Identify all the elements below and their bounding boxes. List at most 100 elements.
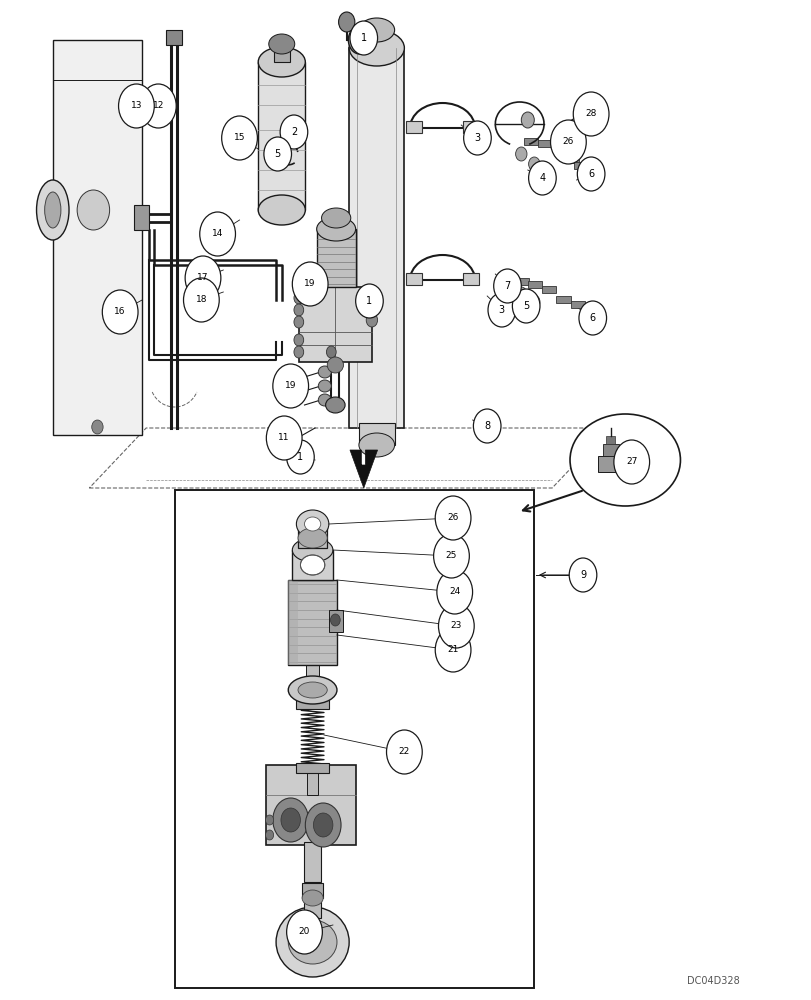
Ellipse shape — [313, 813, 333, 837]
Circle shape — [435, 496, 470, 540]
Bar — [288, 580, 337, 665]
Ellipse shape — [278, 434, 298, 454]
Ellipse shape — [288, 920, 337, 964]
Circle shape — [573, 92, 608, 136]
Text: 19: 19 — [304, 279, 315, 288]
Circle shape — [183, 278, 219, 322]
Text: 16: 16 — [114, 308, 126, 316]
Bar — [570, 301, 585, 308]
Circle shape — [487, 293, 515, 327]
Ellipse shape — [298, 528, 327, 548]
Circle shape — [286, 440, 314, 474]
Bar — [225, 141, 240, 148]
Bar — [273, 44, 290, 62]
Text: 14: 14 — [212, 230, 223, 238]
Bar — [556, 296, 570, 303]
Circle shape — [577, 157, 604, 191]
Bar — [573, 162, 588, 169]
Circle shape — [118, 84, 154, 128]
Ellipse shape — [358, 18, 394, 42]
Ellipse shape — [268, 34, 294, 54]
Circle shape — [92, 420, 103, 434]
Circle shape — [264, 137, 291, 171]
Circle shape — [435, 628, 470, 672]
Text: 9: 9 — [579, 570, 586, 580]
Text: 1: 1 — [360, 33, 367, 43]
Bar — [304, 842, 320, 882]
Circle shape — [355, 284, 383, 318]
Text: 7: 7 — [504, 281, 510, 291]
Circle shape — [436, 570, 472, 614]
Text: 5: 5 — [522, 301, 529, 311]
Text: 13: 13 — [131, 102, 142, 110]
Ellipse shape — [296, 510, 328, 538]
Circle shape — [185, 256, 221, 300]
Circle shape — [386, 730, 422, 774]
Circle shape — [294, 346, 303, 358]
Text: 24: 24 — [448, 587, 460, 596]
Bar — [523, 138, 538, 145]
Ellipse shape — [348, 26, 371, 54]
Bar — [541, 286, 556, 293]
Text: 19: 19 — [285, 381, 296, 390]
Ellipse shape — [232, 134, 251, 150]
Ellipse shape — [338, 12, 354, 32]
Ellipse shape — [318, 380, 331, 392]
Text: DC04D328: DC04D328 — [686, 976, 738, 986]
Circle shape — [266, 416, 302, 460]
Circle shape — [438, 604, 474, 648]
Circle shape — [350, 21, 377, 55]
Circle shape — [102, 290, 138, 334]
Bar — [328, 610, 343, 632]
Text: 1: 1 — [297, 452, 303, 462]
Ellipse shape — [349, 30, 404, 66]
Text: 8: 8 — [483, 421, 490, 431]
Circle shape — [528, 295, 539, 309]
Circle shape — [292, 262, 328, 306]
Circle shape — [366, 313, 377, 327]
Circle shape — [515, 287, 526, 301]
Circle shape — [463, 121, 491, 155]
Circle shape — [528, 161, 556, 195]
Ellipse shape — [258, 195, 305, 225]
Ellipse shape — [321, 208, 350, 228]
Text: 23: 23 — [450, 621, 461, 631]
Circle shape — [433, 534, 469, 578]
Circle shape — [613, 440, 649, 484]
Text: 25: 25 — [445, 552, 457, 560]
Text: 1: 1 — [366, 296, 372, 306]
Ellipse shape — [298, 682, 327, 698]
Bar — [564, 156, 578, 163]
Ellipse shape — [327, 357, 343, 373]
Bar — [513, 278, 528, 285]
Bar — [605, 436, 615, 444]
Ellipse shape — [292, 538, 333, 562]
Text: 12: 12 — [152, 102, 164, 110]
Bar — [462, 273, 478, 285]
Ellipse shape — [288, 676, 337, 704]
Circle shape — [140, 84, 176, 128]
Ellipse shape — [302, 890, 323, 906]
Circle shape — [200, 212, 235, 256]
Ellipse shape — [318, 394, 331, 406]
Bar — [165, 30, 182, 45]
Bar — [602, 444, 618, 456]
Text: 27: 27 — [625, 458, 637, 466]
Circle shape — [578, 301, 606, 335]
Ellipse shape — [569, 414, 680, 506]
Bar — [462, 121, 478, 133]
Polygon shape — [350, 450, 377, 488]
Bar — [406, 273, 422, 285]
Bar — [554, 144, 569, 151]
Circle shape — [521, 112, 534, 128]
Text: 6: 6 — [589, 313, 595, 323]
Ellipse shape — [258, 47, 305, 77]
Text: 28: 28 — [585, 109, 596, 118]
Text: 22: 22 — [398, 748, 410, 756]
Circle shape — [280, 115, 307, 149]
Ellipse shape — [325, 397, 345, 413]
Text: 5: 5 — [274, 149, 281, 159]
Text: 11: 11 — [278, 434, 290, 442]
Circle shape — [221, 116, 257, 160]
Text: 18: 18 — [195, 296, 207, 304]
